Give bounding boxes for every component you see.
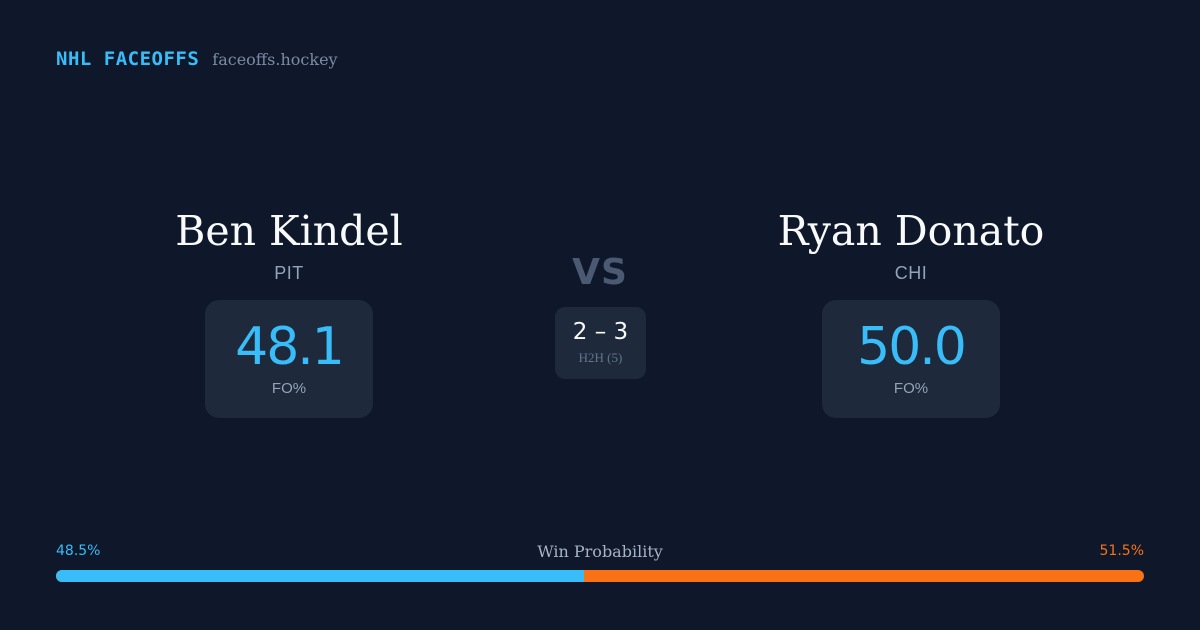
player-right-stat-card: 50.0 FO% [822,300,1000,418]
h2h-card: 2 – 3 H2H (5) [555,307,646,379]
h2h-score: 2 – 3 [572,319,629,345]
player-right: Ryan Donato CHI 50.0 FO% [701,205,1121,418]
vs-label: VS [572,252,628,293]
win-probability-right: 51.5% [1099,543,1144,559]
player-left-team: PIT [274,263,304,283]
player-left-fo-label: FO% [271,380,307,397]
win-probability-bar-left-fill [56,570,584,582]
player-left: Ben Kindel PIT 48.1 FO% [79,205,499,418]
player-right-name: Ryan Donato [777,207,1045,255]
win-probability-labels: 48.5% Win Probability 51.5% [56,542,1144,563]
player-left-name: Ben Kindel [175,207,403,255]
brand-name: NHL FACEOFFS [56,48,200,70]
player-left-fo-pct: 48.1 [235,317,345,377]
h2h-label: H2H (5) [578,350,623,365]
player-left-stat-card: 48.1 FO% [205,300,373,418]
win-probability-left: 48.5% [56,543,101,559]
win-probability-title: Win Probability [537,542,663,561]
brand-domain: faceoffs.hockey [212,50,338,69]
player-right-fo-label: FO% [893,380,929,397]
player-right-team: CHI [894,263,928,283]
brand: NHL FACEOFFS faceoffs.hockey [56,48,338,70]
player-right-fo-pct: 50.0 [857,317,967,377]
win-probability-bar [56,570,1144,582]
